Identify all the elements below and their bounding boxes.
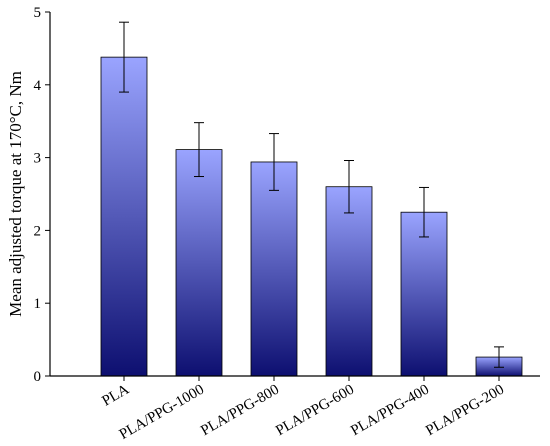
x-tick-label: PLA/PPG-400 <box>348 382 432 440</box>
bar <box>400 211 448 377</box>
y-tick-label: 5 <box>34 5 42 21</box>
error-bar <box>344 160 354 214</box>
y-ticks: 0 1 2 3 4 5 <box>34 5 50 385</box>
error-bars <box>119 21 504 368</box>
y-axis-title: Mean adjusted torque at 170°C, Nm <box>6 71 25 317</box>
bar <box>325 186 373 377</box>
y-tick-label: 0 <box>34 369 42 385</box>
error-bar <box>494 346 504 368</box>
error-bar <box>269 133 279 191</box>
axes <box>49 12 540 377</box>
x-tick-label: PLA <box>99 382 132 410</box>
x-tick-label: PLA/PPG-200 <box>423 382 507 440</box>
bar <box>175 149 223 377</box>
x-tick-label: PLA/PPG-1000 <box>117 382 207 443</box>
y-tick-label: 3 <box>34 151 42 167</box>
bar <box>100 56 148 377</box>
y-tick-label: 4 <box>34 78 42 94</box>
bars <box>100 56 523 377</box>
error-bar <box>194 122 204 178</box>
bar <box>250 161 298 377</box>
y-tick-label: 2 <box>34 223 42 239</box>
y-tick-label: 1 <box>34 296 42 312</box>
x-tick-label: PLA/PPG-600 <box>273 382 357 440</box>
x-ticks: PLAPLA/PPG-1000PLA/PPG-800PLA/PPG-600PLA… <box>99 376 507 443</box>
error-bar <box>119 21 129 93</box>
x-tick-label: PLA/PPG-800 <box>198 382 282 440</box>
error-bar <box>419 186 429 238</box>
